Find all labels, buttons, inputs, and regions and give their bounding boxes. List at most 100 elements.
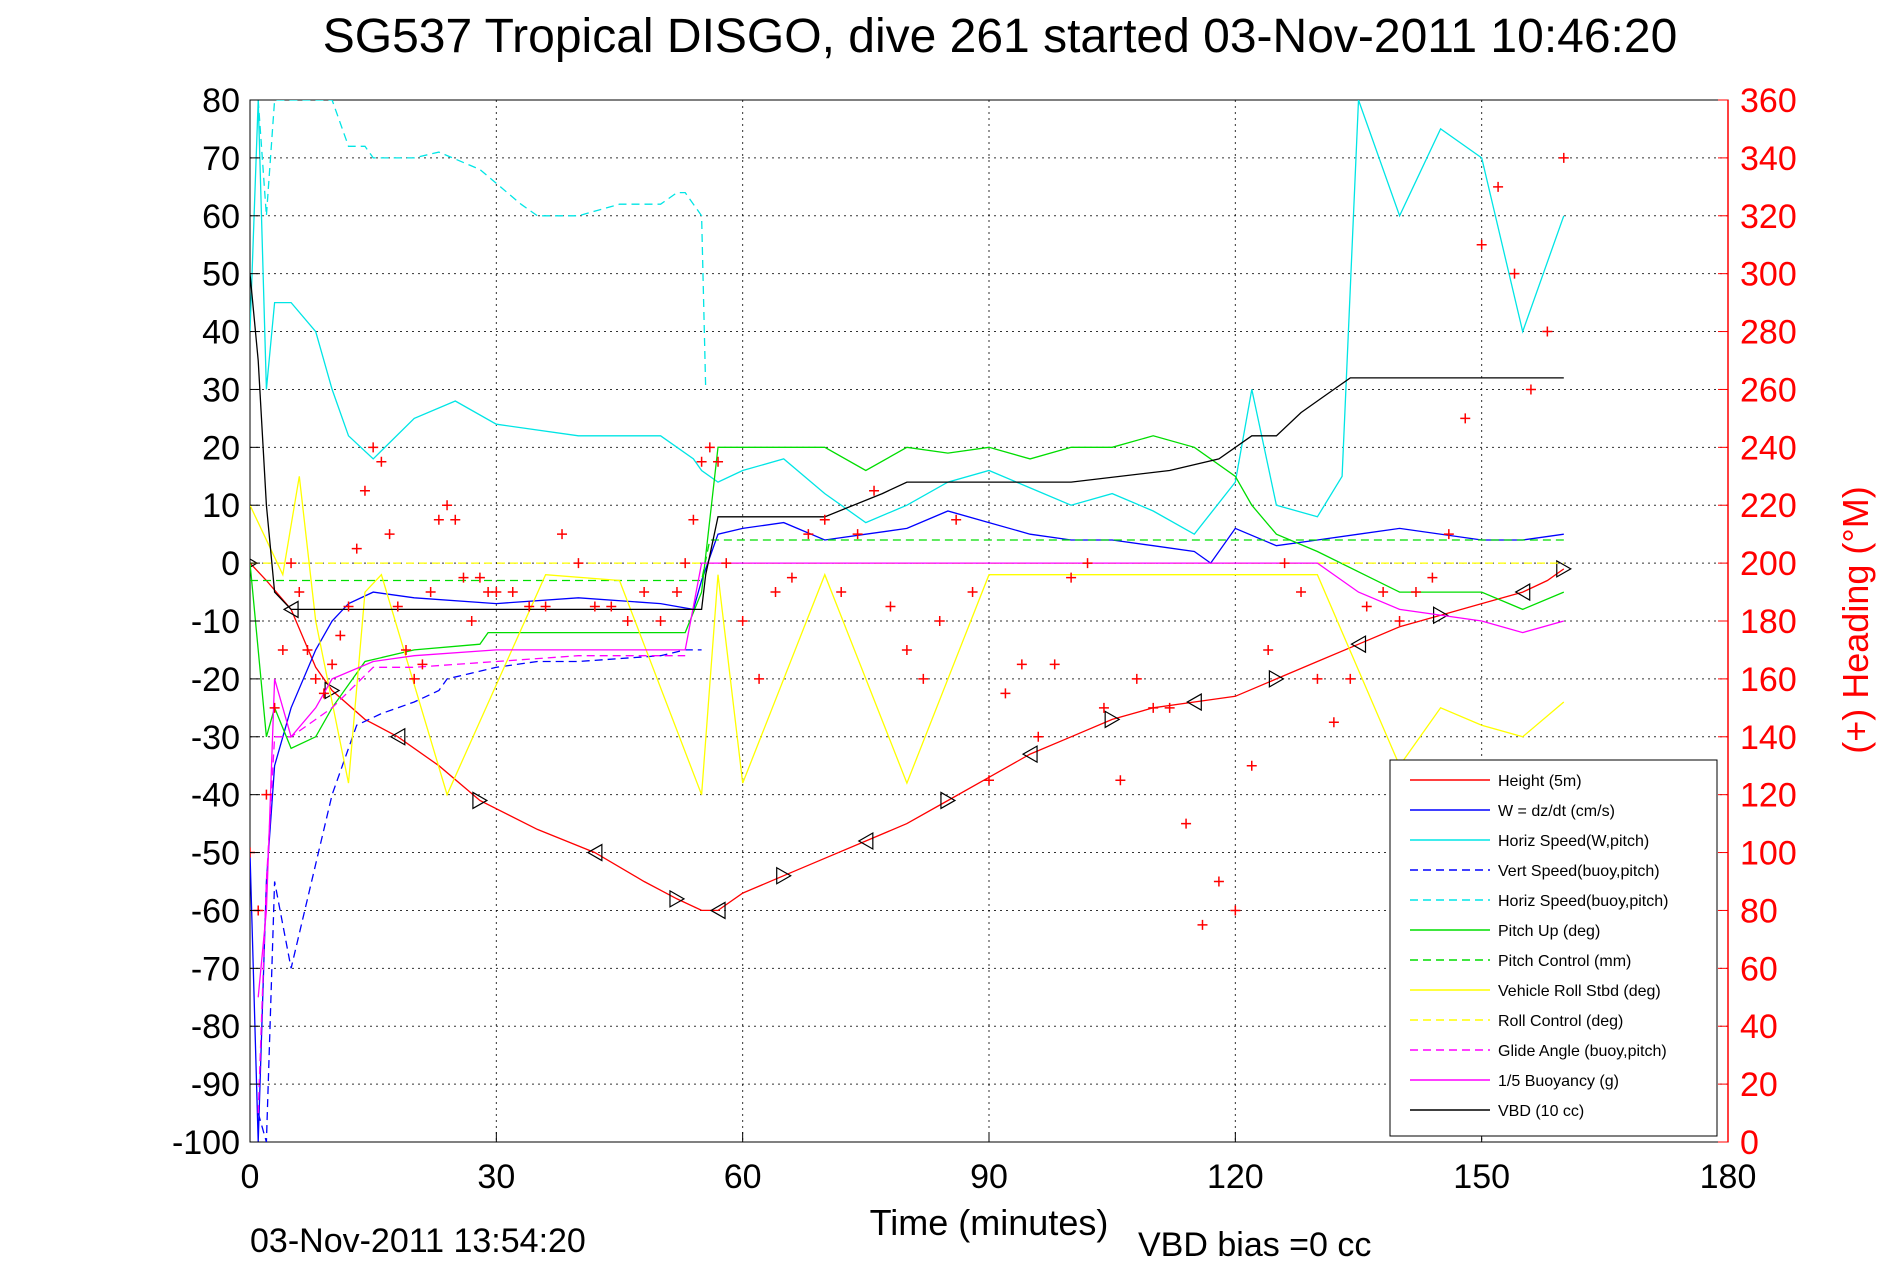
heading-marker — [770, 587, 781, 598]
heading-marker — [1033, 731, 1044, 742]
heading-marker — [655, 616, 666, 626]
heading-marker — [1131, 673, 1142, 684]
series-line-glide — [257, 655, 686, 1114]
heading-marker — [1016, 659, 1027, 670]
heading-marker — [606, 601, 617, 612]
legend-box — [1389, 759, 1718, 1137]
heading-marker — [269, 702, 280, 713]
heading-marker — [1279, 558, 1290, 569]
heading-marker — [442, 500, 453, 511]
height-triangle-marker — [1556, 559, 1572, 578]
y-tick-label: -70 — [191, 950, 240, 988]
y-tick-label: -10 — [191, 603, 240, 641]
height-triangle-marker — [776, 866, 792, 885]
y-tick-label: 70 — [202, 140, 240, 178]
heading-marker — [1197, 919, 1208, 930]
legend-label-roll_ctrl: Roll Control (deg) — [1498, 1013, 1623, 1030]
heading-marker — [934, 616, 945, 626]
heading-marker — [1263, 644, 1274, 655]
legend-label-horiz_w: Horiz Speed(W,pitch) — [1498, 833, 1649, 850]
series-line-vbd — [250, 273, 1564, 611]
heading-marker — [680, 558, 691, 569]
heading-marker — [1443, 529, 1454, 540]
height-triangle-marker — [389, 727, 406, 746]
heading-marker — [737, 616, 748, 626]
heading-marker — [1410, 587, 1421, 598]
heading-marker — [1427, 572, 1438, 583]
legend-label-roll: Vehicle Roll Stbd (deg) — [1498, 983, 1661, 1000]
y2-tick-label: 300 — [1740, 256, 1797, 294]
heading-marker — [1542, 326, 1553, 337]
y2-tick-label: 260 — [1740, 371, 1797, 409]
y-tick-label: -90 — [191, 1066, 240, 1104]
legend-label-height: Height (5m) — [1498, 773, 1582, 790]
heading-marker — [294, 587, 305, 598]
y-tick-label: -60 — [191, 892, 240, 930]
heading-marker — [704, 442, 715, 453]
heading-marker — [1098, 702, 1109, 713]
heading-marker — [901, 644, 912, 655]
heading-marker — [1493, 181, 1504, 192]
y-tick-label: 20 — [202, 429, 240, 467]
heading-marker — [450, 514, 461, 525]
legend-label-vert_buoy: Vert Speed(buoy,pitch) — [1498, 863, 1660, 880]
y2-tick-label: 20 — [1740, 1066, 1778, 1104]
heading-marker — [713, 456, 724, 467]
y-tick-label: -80 — [191, 1008, 240, 1046]
heading-marker — [458, 572, 469, 583]
heading-marker — [335, 630, 346, 641]
heading-marker — [951, 514, 962, 525]
x-tick-label: 180 — [1700, 1158, 1757, 1196]
height-triangle-marker — [472, 791, 489, 810]
heading-marker — [302, 644, 313, 655]
heading-marker — [376, 456, 387, 467]
y-tick-label: 0 — [221, 545, 240, 583]
y2-tick-label: 280 — [1740, 314, 1797, 352]
legend-label-buoy: 1/5 Buoyancy (g) — [1498, 1073, 1619, 1090]
legend-label-horiz_buoy: Horiz Speed(buoy,pitch) — [1498, 893, 1668, 910]
height-triangle-marker — [586, 843, 603, 862]
x-tick-label: 0 — [241, 1158, 260, 1196]
heading-marker — [1378, 587, 1389, 598]
legend-label-glide: Glide Angle (buoy,pitch) — [1498, 1043, 1667, 1060]
y2-tick-label: 220 — [1740, 487, 1797, 525]
heading-marker — [286, 558, 297, 569]
y2-tick-label: 340 — [1740, 140, 1797, 178]
height-triangle-marker — [709, 901, 726, 920]
series-line-w — [250, 510, 1564, 1142]
x-tick-label: 150 — [1453, 1158, 1510, 1196]
heading-marker — [318, 688, 329, 699]
heading-marker — [327, 659, 338, 670]
heading-marker — [1164, 702, 1175, 713]
heading-marker — [401, 644, 412, 655]
heading-marker — [1460, 413, 1471, 424]
y2-tick-label: 180 — [1740, 603, 1797, 641]
height-triangle-marker — [1268, 669, 1285, 688]
y2-tick-label: 100 — [1740, 835, 1797, 873]
y2-tick-label: 200 — [1740, 545, 1797, 583]
heading-marker — [836, 587, 847, 598]
legend-label-pitch_up: Pitch Up (deg) — [1498, 923, 1600, 940]
heading-marker — [359, 485, 370, 496]
heading-marker — [869, 485, 880, 496]
heading-marker — [688, 514, 699, 525]
heading-marker — [1066, 572, 1077, 583]
heading-marker — [639, 587, 650, 598]
y2-tick-label: 140 — [1740, 719, 1797, 757]
height-triangle-marker — [1514, 583, 1531, 602]
x-axis-label: Time (minutes) — [870, 1202, 1109, 1243]
heading-marker — [1312, 673, 1323, 684]
heading-marker — [1525, 384, 1536, 395]
height-triangle-marker — [1433, 606, 1449, 625]
heading-marker — [524, 601, 535, 612]
legend-label-w: W = dz/dt (cm/s) — [1498, 803, 1615, 820]
x-tick-label: 60 — [724, 1158, 762, 1196]
footer-timestamp: 03-Nov-2011 13:54:20 — [250, 1222, 586, 1260]
x-tick-label: 90 — [970, 1158, 1008, 1196]
y2-tick-label: 0 — [1740, 1124, 1759, 1162]
series-line-pitch_up — [250, 435, 1565, 750]
heading-marker — [425, 587, 436, 598]
heading-marker — [984, 775, 994, 786]
heading-marker — [622, 616, 633, 626]
heading-marker — [885, 601, 896, 612]
